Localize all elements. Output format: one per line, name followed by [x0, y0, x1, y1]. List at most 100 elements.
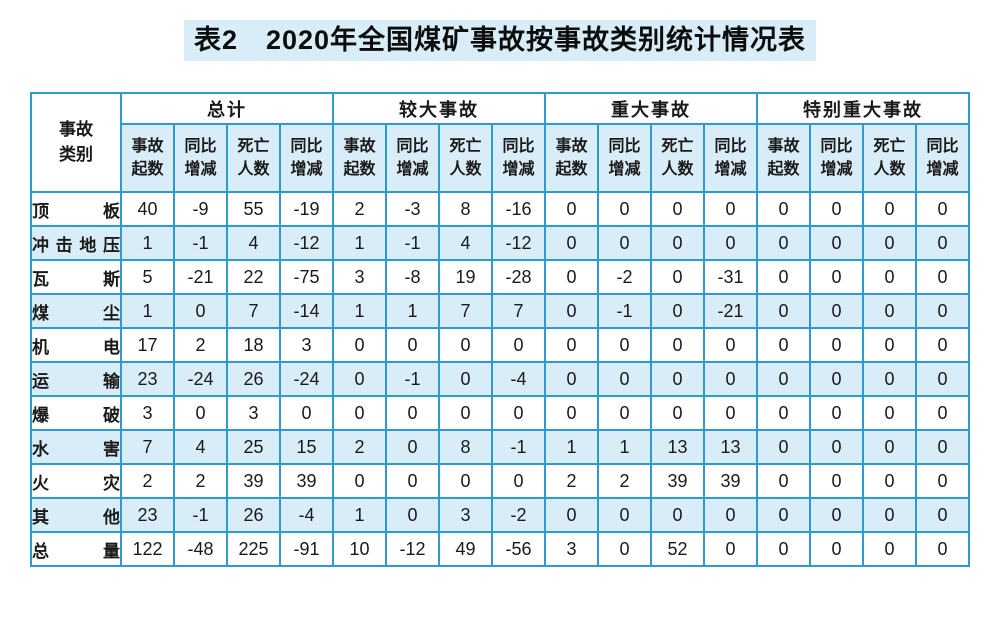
value-cell: -8 [385, 259, 440, 295]
row-category: 爆破 [30, 395, 122, 431]
value-cell: -31 [703, 259, 758, 295]
value-cell: -1 [491, 429, 546, 465]
value-cell: 0 [915, 361, 970, 397]
value-cell: 0 [597, 361, 652, 397]
value-cell: 0 [756, 293, 811, 329]
value-cell: 0 [756, 191, 811, 227]
page-title: 表2 2020年全国煤矿事故按事故类别统计情况表 [183, 20, 817, 62]
value-cell: 49 [438, 531, 493, 567]
value-cell: 0 [862, 361, 917, 397]
value-cell: 39 [226, 463, 281, 499]
row-category: 运输 [30, 361, 122, 397]
value-cell: 3 [438, 497, 493, 533]
value-cell: 39 [279, 463, 334, 499]
accident-statistics-table: 事故 类别 总计 较大事故 重大事故 特别重大事故 事故 起数 同比 增减 死亡 人… [30, 92, 970, 567]
value-cell: 0 [650, 191, 705, 227]
column-header: 死亡 人数 [438, 123, 493, 193]
value-cell: 0 [544, 191, 599, 227]
value-cell: 0 [385, 463, 440, 499]
value-cell: 0 [862, 429, 917, 465]
row-category: 煤尘 [30, 293, 122, 329]
column-header: 同比 增减 [597, 123, 652, 193]
row-category: 冲击地压 [30, 225, 122, 261]
table-row: 瓦斯 5 -21 22 -75 3 -8 19 -28 0 -2 0 -31 0 0 0 0 [30, 259, 970, 295]
value-cell: -48 [173, 531, 228, 567]
value-cell: 0 [862, 327, 917, 363]
value-cell: 0 [756, 395, 811, 431]
value-cell: 0 [915, 259, 970, 295]
value-cell: 0 [703, 395, 758, 431]
value-cell: -91 [279, 531, 334, 567]
value-cell: 1 [120, 225, 175, 261]
value-cell: 15 [279, 429, 334, 465]
category-column-header: 事故 类别 [30, 92, 122, 193]
value-cell: 0 [597, 225, 652, 261]
value-cell: 0 [544, 395, 599, 431]
value-cell: 0 [862, 259, 917, 295]
value-cell: 0 [544, 293, 599, 329]
value-cell: -12 [385, 531, 440, 567]
value-cell: 0 [385, 497, 440, 533]
value-cell: 0 [650, 259, 705, 295]
value-cell: -56 [491, 531, 546, 567]
value-cell: -1 [173, 497, 228, 533]
value-cell: 0 [703, 361, 758, 397]
value-cell: 0 [809, 293, 864, 329]
value-cell: -12 [491, 225, 546, 261]
value-cell: -16 [491, 191, 546, 227]
value-cell: 3 [226, 395, 281, 431]
value-cell: -75 [279, 259, 334, 295]
value-cell: 0 [385, 327, 440, 363]
value-cell: 3 [332, 259, 387, 295]
value-cell: 0 [597, 327, 652, 363]
row-category: 机电 [30, 327, 122, 363]
column-header: 同比 增减 [173, 123, 228, 193]
value-cell: 0 [491, 327, 546, 363]
value-cell: 0 [650, 293, 705, 329]
value-cell: 0 [756, 497, 811, 533]
value-cell: 0 [915, 497, 970, 533]
value-cell: 8 [438, 191, 493, 227]
row-category: 瓦斯 [30, 259, 122, 295]
column-header: 同比 增减 [809, 123, 864, 193]
table-row: 总量 122 -48 225 -91 10 -12 49 -56 3 0 52 0 0 0 0 0 [30, 531, 970, 567]
column-header: 死亡 人数 [226, 123, 281, 193]
value-cell: 40 [120, 191, 175, 227]
value-cell: 1 [332, 225, 387, 261]
value-cell: 0 [544, 361, 599, 397]
table-row: 机电 17 2 18 3 0 0 0 0 0 0 0 0 0 0 0 0 [30, 327, 970, 363]
table-row: 其他 23 -1 26 -4 1 0 3 -2 0 0 0 0 0 0 0 0 [30, 497, 970, 533]
value-cell: 0 [438, 361, 493, 397]
value-cell: 0 [809, 463, 864, 499]
value-cell: 0 [809, 225, 864, 261]
table-row: 运输 23 -24 26 -24 0 -1 0 -4 0 0 0 0 0 0 0 0 [30, 361, 970, 397]
value-cell: 0 [650, 497, 705, 533]
group-header-extreme-accidents: 特别重大事故 [756, 92, 970, 125]
value-cell: 10 [332, 531, 387, 567]
value-cell: 0 [809, 361, 864, 397]
value-cell: 2 [597, 463, 652, 499]
table-row: 冲击地压 1 -1 4 -12 1 -1 4 -12 0 0 0 0 0 0 0 0 [30, 225, 970, 261]
value-cell: 0 [756, 259, 811, 295]
value-cell: 19 [438, 259, 493, 295]
value-cell: 0 [915, 395, 970, 431]
table-row: 顶板 40 -9 55 -19 2 -3 8 -16 0 0 0 0 0 0 0 0 [30, 191, 970, 227]
value-cell: -2 [491, 497, 546, 533]
value-cell: 55 [226, 191, 281, 227]
value-cell: -19 [279, 191, 334, 227]
group-header-larger-accidents: 较大事故 [332, 92, 546, 125]
value-cell: 0 [544, 225, 599, 261]
value-cell: 1 [385, 293, 440, 329]
table-row: 火灾 2 2 39 39 0 0 0 0 2 2 39 39 0 0 0 0 [30, 463, 970, 499]
group-header-major-accidents: 重大事故 [544, 92, 758, 125]
value-cell: 7 [438, 293, 493, 329]
value-cell: -4 [279, 497, 334, 533]
value-cell: 23 [120, 361, 175, 397]
value-cell: 0 [173, 293, 228, 329]
value-cell: 0 [332, 327, 387, 363]
value-cell: 0 [650, 225, 705, 261]
value-cell: 3 [279, 327, 334, 363]
value-cell: 4 [226, 225, 281, 261]
value-cell: 0 [438, 327, 493, 363]
column-header: 事故 起数 [332, 123, 387, 193]
